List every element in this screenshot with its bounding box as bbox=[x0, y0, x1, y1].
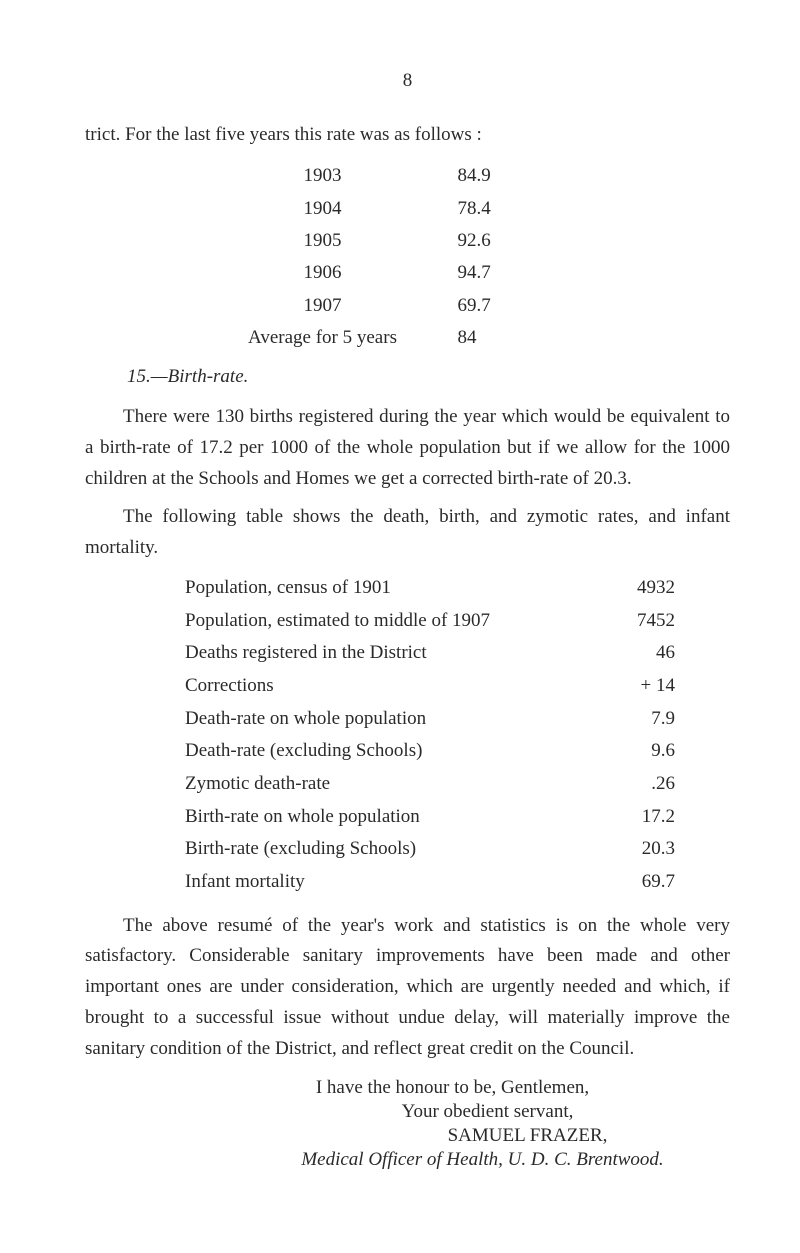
stats-label: Corrections bbox=[185, 670, 565, 703]
rate-value: 69.7 bbox=[458, 290, 628, 322]
stats-value: 7452 bbox=[565, 605, 675, 638]
stats-value: 4932 bbox=[565, 572, 675, 605]
rate-year: 1907 bbox=[188, 290, 458, 322]
rate-value: 94.7 bbox=[458, 257, 628, 289]
stats-label: Population, estimated to middle of 1907 bbox=[185, 605, 565, 638]
table-row: Birth-rate on whole population 17.2 bbox=[185, 801, 730, 834]
table-row: Corrections + 14 bbox=[185, 670, 730, 703]
stats-label: Death-rate on whole population bbox=[185, 703, 565, 736]
closing-title: Medical Officer of Health, U. D. C. Bren… bbox=[235, 1149, 730, 1171]
paragraph: There were 130 births registered during … bbox=[85, 402, 730, 494]
table-row: 1907 69.7 bbox=[188, 290, 628, 322]
table-row: Birth-rate (excluding Schools) 20.3 bbox=[185, 833, 730, 866]
table-row: Infant mortality 69.7 bbox=[185, 866, 730, 899]
closing-honour: I have the honour to be, Gentlemen, bbox=[175, 1077, 730, 1099]
stats-value: 9.6 bbox=[565, 735, 675, 768]
table-row: Average for 5 years 84 bbox=[188, 322, 628, 354]
paragraph: The following table shows the death, bir… bbox=[85, 502, 730, 564]
rate-table: 1903 84.9 1904 78.4 1905 92.6 1906 94.7 … bbox=[188, 160, 628, 354]
stats-value: + 14 bbox=[565, 670, 675, 703]
table-row: 1904 78.4 bbox=[188, 193, 628, 225]
rate-year: 1905 bbox=[188, 225, 458, 257]
paragraph: The above resumé of the year's work and … bbox=[85, 911, 730, 1065]
stats-table: Population, census of 1901 4932 Populati… bbox=[185, 572, 730, 899]
stats-value: .26 bbox=[565, 768, 675, 801]
stats-label: Death-rate (excluding Schools) bbox=[185, 735, 565, 768]
avg-label: Average for 5 years bbox=[188, 322, 458, 354]
stats-label: Zymotic death-rate bbox=[185, 768, 565, 801]
table-row: Population, estimated to middle of 1907 … bbox=[185, 605, 730, 638]
closing-name: SAMUEL FRAZER, bbox=[325, 1125, 730, 1147]
stats-value: 20.3 bbox=[565, 833, 675, 866]
table-row: 1906 94.7 bbox=[188, 257, 628, 289]
stats-label: Birth-rate on whole population bbox=[185, 801, 565, 834]
stats-label: Birth-rate (excluding Schools) bbox=[185, 833, 565, 866]
document-page: 8 trict. For the last five years this ra… bbox=[0, 0, 800, 1231]
table-row: Death-rate on whole population 7.9 bbox=[185, 703, 730, 736]
avg-value: 84 bbox=[458, 322, 628, 354]
rate-year: 1906 bbox=[188, 257, 458, 289]
table-row: Zymotic death-rate .26 bbox=[185, 768, 730, 801]
stats-value: 17.2 bbox=[565, 801, 675, 834]
intro-text: trict. For the last five years this rate… bbox=[85, 120, 730, 150]
rate-value: 84.9 bbox=[458, 160, 628, 192]
table-row: Population, census of 1901 4932 bbox=[185, 572, 730, 605]
table-row: 1905 92.6 bbox=[188, 225, 628, 257]
rate-year: 1904 bbox=[188, 193, 458, 225]
stats-value: 69.7 bbox=[565, 866, 675, 899]
section-heading: 15.—Birth-rate. bbox=[127, 366, 730, 388]
stats-value: 46 bbox=[565, 637, 675, 670]
stats-label: Infant mortality bbox=[185, 866, 565, 899]
rate-value: 78.4 bbox=[458, 193, 628, 225]
stats-label: Deaths registered in the District bbox=[185, 637, 565, 670]
table-row: 1903 84.9 bbox=[188, 160, 628, 192]
table-row: Deaths registered in the District 46 bbox=[185, 637, 730, 670]
table-row: Death-rate (excluding Schools) 9.6 bbox=[185, 735, 730, 768]
rate-value: 92.6 bbox=[458, 225, 628, 257]
page-number: 8 bbox=[85, 70, 730, 92]
stats-label: Population, census of 1901 bbox=[185, 572, 565, 605]
stats-value: 7.9 bbox=[565, 703, 675, 736]
closing-servant: Your obedient servant, bbox=[245, 1101, 730, 1123]
rate-year: 1903 bbox=[188, 160, 458, 192]
